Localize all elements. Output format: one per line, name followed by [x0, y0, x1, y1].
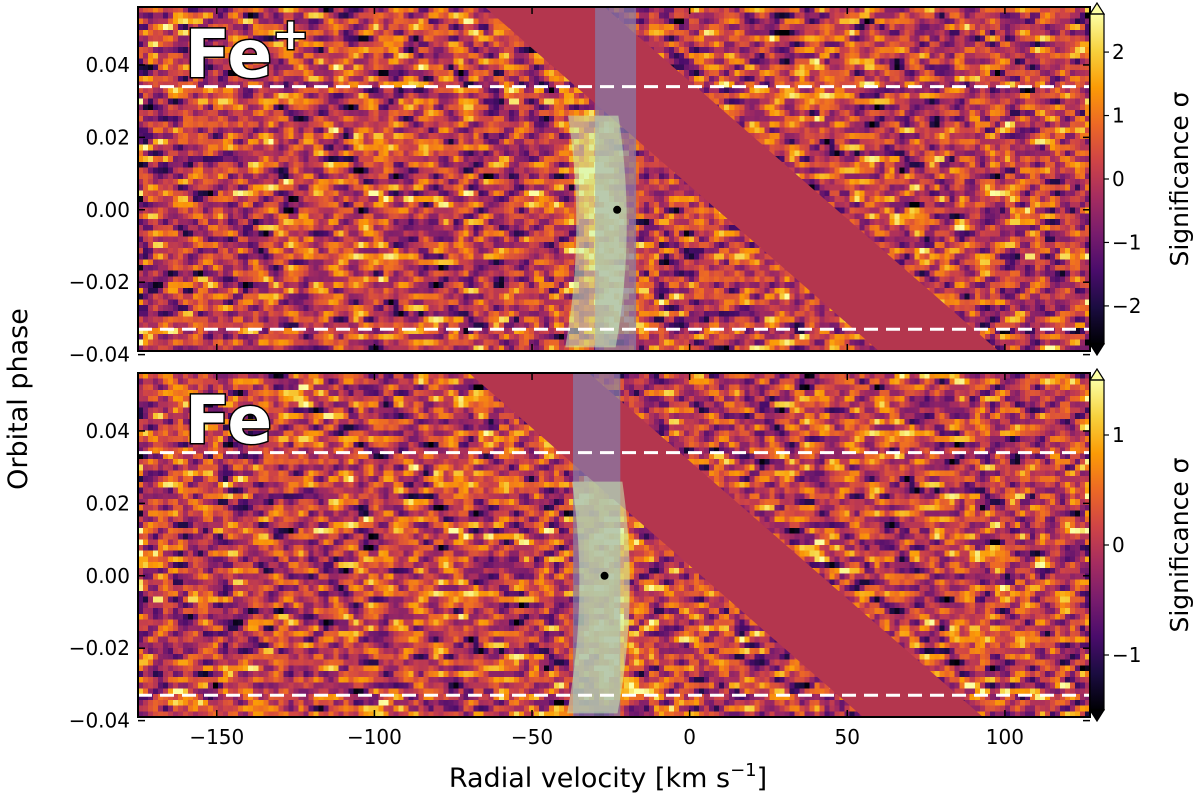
planet-trail: [565, 115, 627, 348]
x-tick-label: 50: [835, 725, 860, 749]
y-tick-label: 0.00: [85, 198, 130, 222]
peak-marker: [600, 571, 609, 580]
x-tick-label: −100: [347, 725, 402, 749]
panel-label: Fe: [185, 382, 272, 459]
colorbar-tick-label: −1: [1112, 230, 1141, 254]
y-tick-label: 0.04: [85, 419, 130, 443]
panel-1: Fe+ −0.04 −0.02 0.00 0.02 0.04 2 1 0 −1 −2 Signific…: [69, 1, 1194, 367]
y-tick-label: −0.04: [69, 343, 130, 367]
panel-2: Fe−0.04−0.020.000.020.04−150 −100 −50 0 50 10…: [69, 367, 1194, 749]
colorbar-tick-label: 0: [1112, 533, 1125, 557]
colorbar-label: Significance σ: [1165, 91, 1194, 266]
y-tick-label: 0.04: [85, 53, 130, 77]
x-tick-label: 0: [683, 725, 696, 749]
x-tick-label: −50: [511, 725, 553, 749]
x-tick-label: −150: [189, 725, 244, 749]
peak-marker: [613, 205, 622, 214]
planet-trail: [567, 481, 630, 714]
y-tick-label: −0.02: [69, 270, 130, 294]
colorbar-tick-label: 2: [1112, 40, 1125, 64]
x-tick-label: 100: [986, 725, 1024, 749]
panel-label-sup: +: [272, 9, 309, 60]
colorbar-tick-label: −2: [1112, 294, 1141, 318]
y-tick-label: −0.04: [69, 709, 130, 733]
y-tick-label: −0.02: [69, 636, 130, 660]
colorbar: 2 1 0 −1 −2 Significance σ: [1088, 1, 1194, 357]
y-tick-label: 0.02: [85, 491, 130, 515]
y-tick-label: 0.02: [85, 125, 130, 149]
colorbar-tick-label: 1: [1112, 104, 1125, 128]
x-axis-label: Radial velocity [km s−1]: [449, 760, 767, 794]
colorbar-tick-label: 0: [1112, 167, 1125, 191]
y-tick-label: 0.00: [85, 564, 130, 588]
panel-label: Fe+: [185, 9, 309, 93]
colorbar: 1 0 −1 Significance σ: [1088, 367, 1194, 723]
colorbar-label: Significance σ: [1165, 457, 1194, 632]
y-axis-label: Orbital phase: [3, 308, 34, 490]
colorbar-tick-label: 1: [1112, 423, 1125, 447]
colorbar-tick-label: −1: [1112, 643, 1141, 667]
